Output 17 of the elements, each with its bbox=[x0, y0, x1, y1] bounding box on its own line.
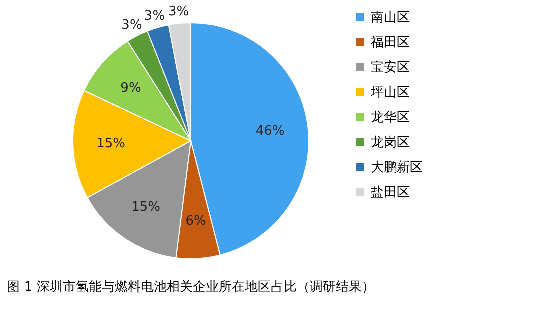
data-label: 9% bbox=[120, 81, 142, 96]
data-label: 46% bbox=[256, 124, 285, 139]
legend-label: 龙华区 bbox=[371, 110, 410, 126]
caption: 图 1 深圳市氢能与燃料电池相关企业所在地区占比（调研结果） bbox=[7, 280, 375, 295]
legend-label: 南山区 bbox=[371, 10, 410, 26]
legend-label: 福田区 bbox=[371, 36, 410, 50]
data-label: 3% bbox=[122, 18, 142, 34]
data-label: 15% bbox=[132, 200, 160, 216]
legend-label: 大鹏新区 bbox=[371, 160, 423, 176]
legend-label: 盐田区 bbox=[371, 186, 410, 200]
legend-label: 坪山区 bbox=[370, 86, 410, 100]
legend-label: 宝安区 bbox=[371, 60, 410, 76]
data-label: 3% bbox=[168, 4, 190, 20]
legend-label: 龙岗区 bbox=[371, 136, 410, 150]
data-label: 6% bbox=[186, 214, 206, 229]
data-label: 3% bbox=[144, 9, 166, 24]
data-label: 15% bbox=[96, 136, 126, 152]
